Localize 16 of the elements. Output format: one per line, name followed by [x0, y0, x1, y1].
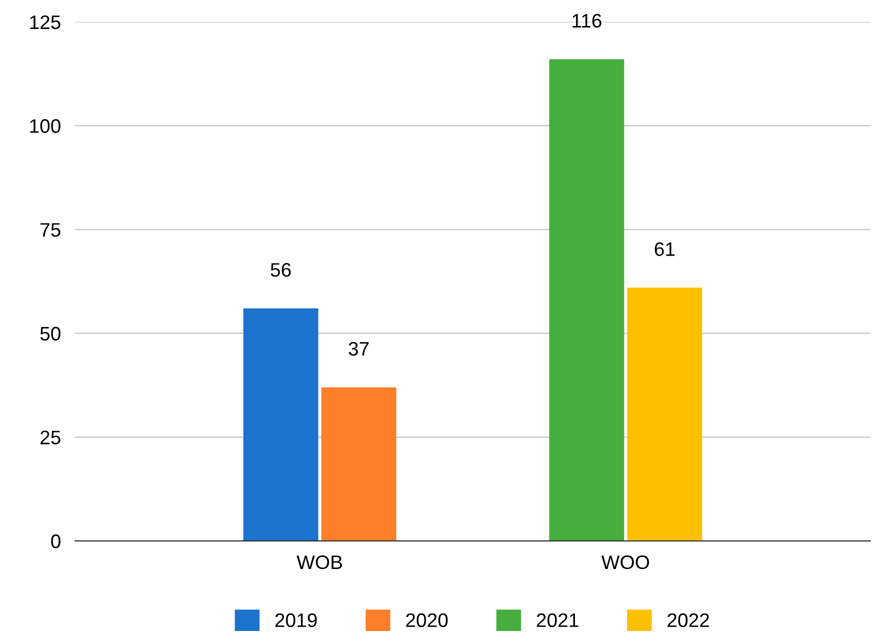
- legend-label: 2021: [536, 613, 578, 628]
- y-tick-label: 50: [40, 326, 60, 341]
- data-label: 116: [572, 14, 602, 28]
- y-tick-label: 100: [30, 119, 60, 133]
- data-label: 37: [348, 342, 369, 356]
- y-tick-label: 25: [40, 430, 60, 444]
- y-tick-label: 75: [40, 223, 60, 237]
- legend-label: 2022: [668, 613, 709, 628]
- legend-label: 2019: [275, 613, 317, 628]
- legend-label: 2020: [406, 613, 448, 628]
- data-label: 61: [654, 242, 675, 256]
- y-tick-label: 0: [51, 534, 60, 548]
- x-tick-label: WOB: [296, 555, 342, 570]
- x-tick-label: WOO: [601, 555, 650, 570]
- data-label: 56: [270, 263, 291, 277]
- y-tick-label: 125: [30, 15, 60, 30]
